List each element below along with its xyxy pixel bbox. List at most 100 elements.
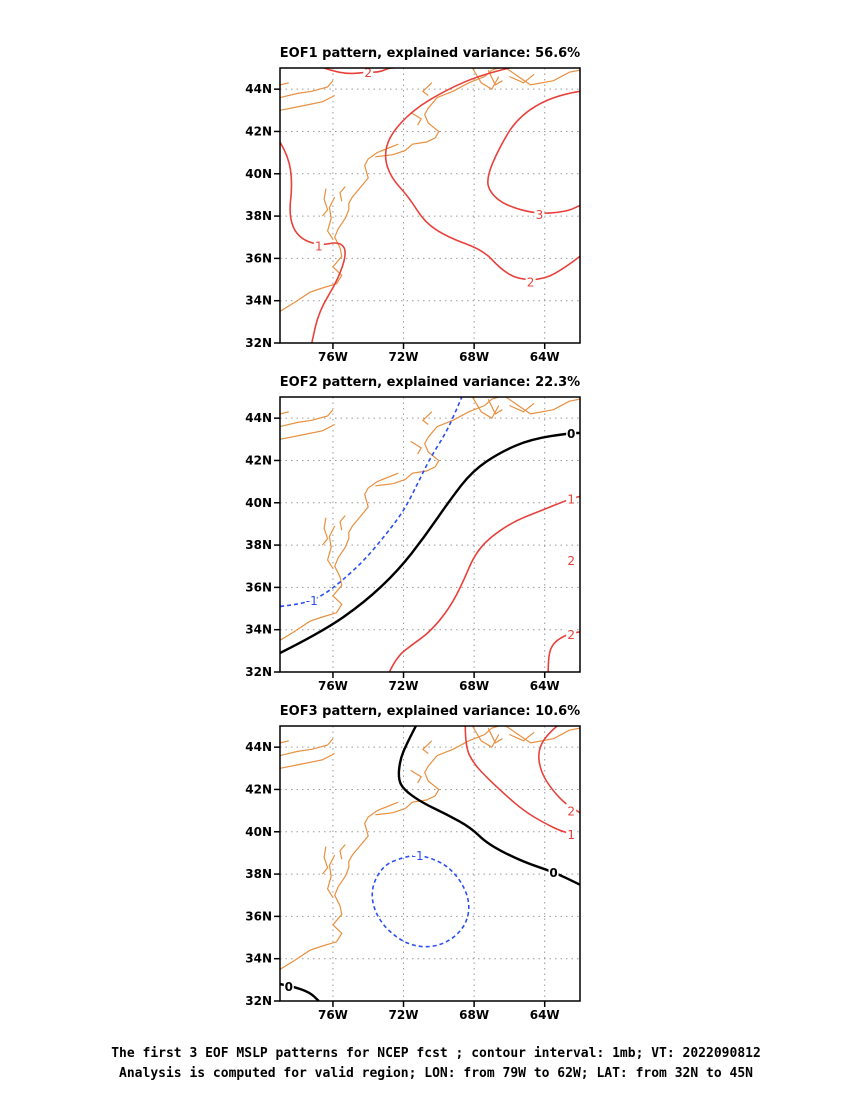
contour-label: 2	[567, 628, 575, 642]
contour-labels: 0 0 -1 1 2	[283, 803, 577, 994]
y-tick-label: 44N	[245, 82, 272, 96]
contour-label-bg	[534, 206, 545, 220]
plot-frame	[279, 396, 581, 673]
coastline-segment	[280, 82, 289, 86]
contour-line-level-2	[323, 68, 395, 75]
coastline-segment	[321, 846, 329, 875]
y-tick-label: 32N	[245, 994, 272, 1008]
contour-labels: 1 2 2 3	[313, 65, 545, 290]
contour-label: 0	[549, 866, 557, 880]
contour-label: 2	[527, 276, 535, 290]
contours	[280, 68, 580, 343]
y-tick-label: 34N	[245, 623, 272, 637]
y-tick-label: 38N	[245, 538, 272, 552]
coastline-segment	[321, 188, 329, 217]
coastline-segment	[280, 740, 289, 744]
contour-label: -1	[412, 849, 424, 863]
coastline-segment	[410, 769, 423, 784]
coastline-segment	[471, 68, 500, 91]
coastline-segment	[375, 397, 499, 487]
coastline-segment	[375, 726, 499, 816]
y-tick-label: 42N	[245, 782, 272, 796]
contour-line-level-1	[388, 495, 580, 672]
y-tick-label: 44N	[245, 411, 272, 425]
y-tick-label: 32N	[245, 336, 272, 350]
contour-label-bg	[566, 491, 577, 505]
contour-label-bg	[566, 826, 577, 840]
coastline-segment	[280, 409, 334, 428]
contour-label-bg	[283, 979, 294, 993]
coastline-segment	[280, 752, 335, 769]
contour-labels: -1 0 1 2 2	[306, 425, 577, 642]
contour-label: 2	[567, 805, 575, 819]
x-tick-label: 76W	[318, 1008, 348, 1022]
contour-line-level-1	[464, 726, 575, 835]
x-tick-label: 76W	[318, 350, 348, 364]
contour-label-bg	[313, 238, 324, 252]
coastline-segment	[326, 525, 336, 569]
eof-panel-2: EOF2 pattern, explained variance: 22.3% -…	[245, 375, 581, 693]
contour-label-bg	[412, 848, 423, 862]
eof-panel-3: EOF3 pattern, explained variance: 10.6% 0…	[245, 704, 581, 1022]
coastline-segment	[471, 726, 500, 749]
y-tick-label: 38N	[245, 209, 272, 223]
y-tick-label: 42N	[245, 124, 272, 138]
coastline-segment	[421, 82, 433, 96]
coastline-segment	[280, 80, 334, 99]
contour-line-level-1	[280, 141, 346, 343]
contour-line-level-3	[487, 90, 580, 214]
contour-label: 1	[315, 240, 323, 254]
contour-label: 1	[567, 493, 575, 507]
panel-title: EOF1 pattern, explained variance: 56.6%	[280, 46, 580, 61]
contour-label-bg	[548, 864, 559, 878]
coastline-segment	[280, 411, 289, 415]
coastline-segment	[326, 854, 336, 898]
contours	[280, 397, 580, 672]
y-tick-label: 42N	[245, 453, 272, 467]
coastline-segment	[509, 731, 535, 742]
coastline-segment	[280, 738, 334, 757]
contour-label-bg	[566, 425, 577, 439]
x-tick-label: 72W	[389, 350, 419, 364]
contours	[280, 726, 580, 1001]
coastline-segment	[509, 402, 535, 413]
panel-title: EOF3 pattern, explained variance: 10.6%	[280, 704, 580, 719]
contour-label: 0	[567, 427, 575, 441]
coastline	[280, 397, 580, 641]
eof-panel-1: EOF1 pattern, explained variance: 56.6% 1…	[245, 46, 581, 364]
contour-label: 2	[567, 554, 575, 568]
contour-label: 1	[567, 828, 575, 842]
coastline-segment	[509, 73, 535, 84]
coastline-segment	[421, 740, 433, 754]
x-tick-label: 72W	[389, 1008, 419, 1022]
coastline-segment	[421, 411, 433, 425]
y-tick-label: 44N	[245, 740, 272, 754]
coastline-segment	[410, 111, 423, 126]
coastline-segment	[339, 844, 346, 860]
y-tick-label: 36N	[245, 251, 272, 265]
plot-frame	[279, 725, 581, 1002]
coastline-segment	[280, 94, 335, 111]
coastline-segment	[505, 68, 580, 86]
y-tick-label: 36N	[245, 580, 272, 594]
coastline-segment	[505, 726, 580, 744]
coastline-segment	[375, 68, 499, 158]
coastline-segment	[410, 440, 423, 455]
coastline-segment	[326, 196, 336, 240]
coastline-segment	[487, 727, 503, 744]
y-tick-label: 34N	[245, 952, 272, 966]
plot-frame	[279, 67, 581, 344]
y-tick-label: 40N	[245, 496, 272, 510]
x-tick-label: 68W	[459, 350, 489, 364]
x-tick-label: 68W	[459, 679, 489, 693]
contour-label: 0	[285, 980, 293, 994]
contour-line-level-0	[280, 431, 580, 655]
x-tick-label: 72W	[389, 679, 419, 693]
x-tick-label: 64W	[530, 1008, 560, 1022]
panel-title: EOF2 pattern, explained variance: 22.3%	[280, 375, 580, 390]
contour-line-level-neg1	[280, 397, 463, 608]
coastline-segment	[339, 515, 346, 531]
contour-label-bg	[566, 803, 577, 817]
y-tick-label: 40N	[245, 167, 272, 181]
